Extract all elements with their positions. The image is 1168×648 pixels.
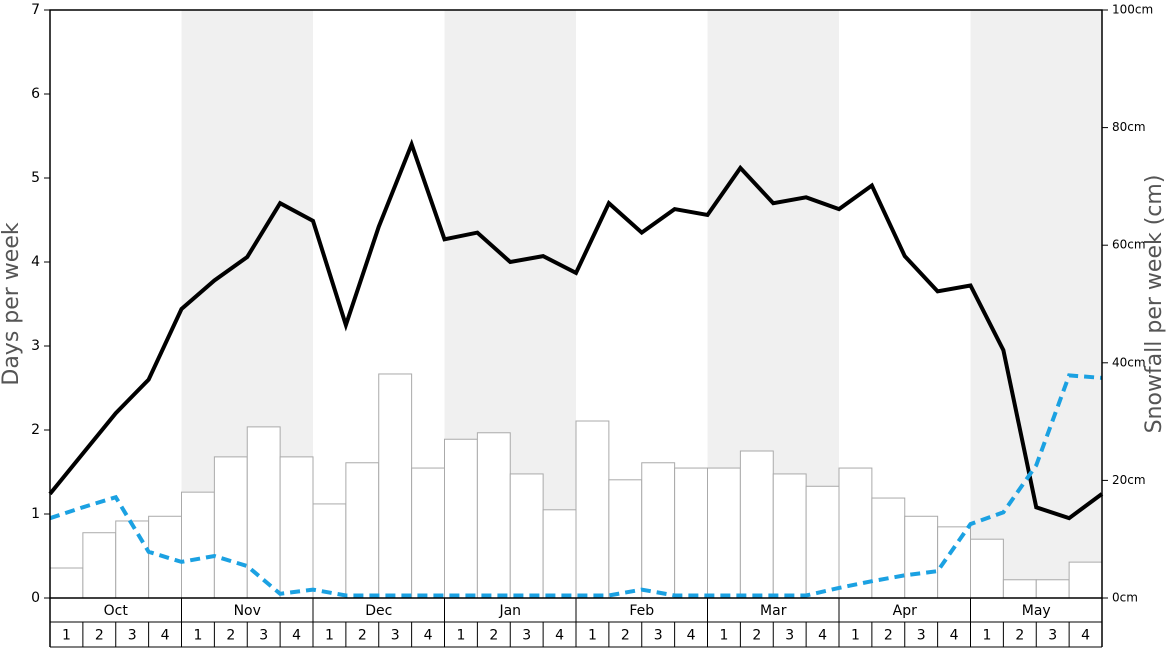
bar (444, 438, 478, 599)
y-tick-label: 4 (31, 254, 40, 270)
bar (871, 497, 906, 599)
bar (575, 420, 610, 599)
bar (49, 567, 84, 599)
week-label: 1 (719, 628, 728, 644)
y2-tick-label: 60cm (1112, 238, 1146, 252)
week-label: 3 (917, 628, 926, 644)
week-label: 2 (752, 628, 761, 644)
bar (378, 373, 413, 599)
y2-axis-title: Snowfall per week (cm) (1142, 175, 1167, 434)
month-label: Jan (498, 603, 521, 619)
bar (476, 432, 511, 599)
line (48, 138, 1104, 521)
week-label: 4 (292, 628, 301, 644)
bar (542, 509, 577, 599)
y2-tick-label: 40cm (1112, 355, 1146, 369)
bar (345, 462, 380, 599)
bar (312, 503, 347, 599)
bar (1035, 579, 1070, 599)
bar (213, 456, 248, 599)
month-label: Oct (104, 603, 129, 619)
month-label: Mar (760, 603, 787, 619)
bar (608, 479, 643, 599)
bar (115, 520, 150, 599)
bar (246, 426, 281, 599)
week-label: 1 (456, 628, 465, 644)
week-label: 4 (818, 628, 827, 644)
bar (674, 467, 708, 599)
month-label: Nov (234, 603, 261, 619)
week-label: 4 (950, 628, 959, 644)
y-tick-label: 1 (31, 506, 40, 522)
bar (970, 538, 1004, 599)
bar (805, 485, 840, 599)
week-label: 3 (128, 628, 137, 644)
y-tick-label: 0 (31, 590, 40, 606)
week-label: 3 (259, 628, 268, 644)
bar (739, 450, 774, 599)
week-label: 4 (687, 628, 696, 644)
bar (707, 467, 741, 599)
y-tick-label: 5 (31, 170, 40, 186)
bar (838, 467, 873, 599)
week-label: 1 (851, 628, 860, 644)
week-label: 2 (884, 628, 893, 644)
week-label: 3 (522, 628, 531, 644)
bar (82, 532, 117, 599)
week-label: 2 (95, 628, 104, 644)
y2-tick-label: 0cm (1112, 591, 1138, 605)
week-label: 4 (161, 628, 170, 644)
week-label: 2 (1015, 628, 1024, 644)
y2-tick-label: 100cm (1112, 3, 1153, 17)
week-label: 1 (62, 628, 71, 644)
week-label: 3 (654, 628, 663, 644)
week-label: 1 (325, 628, 334, 644)
week-label: 3 (1048, 628, 1057, 644)
week-label: 1 (588, 628, 597, 644)
week-label: 1 (982, 628, 991, 644)
y-tick-label: 6 (31, 86, 40, 102)
y2-tick-label: 20cm (1112, 473, 1146, 487)
month-label: Apr (893, 603, 917, 619)
week-label: 3 (785, 628, 794, 644)
bar (641, 462, 676, 599)
week-label: 4 (1081, 628, 1090, 644)
line (49, 373, 1103, 598)
week-label: 2 (226, 628, 235, 644)
week-label: 1 (193, 628, 202, 644)
bar (904, 515, 939, 599)
week-label: 2 (358, 628, 367, 644)
bar (181, 491, 215, 599)
bar (1068, 561, 1103, 599)
bar (772, 473, 807, 599)
bar (1002, 579, 1037, 599)
week-label: 2 (621, 628, 630, 644)
y-tick-label: 3 (31, 338, 40, 354)
y-tick-label: 2 (31, 422, 40, 438)
week-label: 4 (424, 628, 433, 644)
y-tick-label: 7 (31, 2, 40, 18)
month-label: May (1022, 603, 1051, 619)
bar (411, 467, 445, 599)
bar (509, 473, 544, 599)
week-label: 3 (391, 628, 400, 644)
month-label: Feb (629, 603, 654, 619)
bar (279, 456, 314, 599)
y-axis-title: Days per week (0, 222, 24, 385)
week-label: 2 (489, 628, 498, 644)
week-label: 4 (555, 628, 564, 644)
month-label: Dec (365, 603, 392, 619)
y2-tick-label: 80cm (1112, 120, 1146, 134)
